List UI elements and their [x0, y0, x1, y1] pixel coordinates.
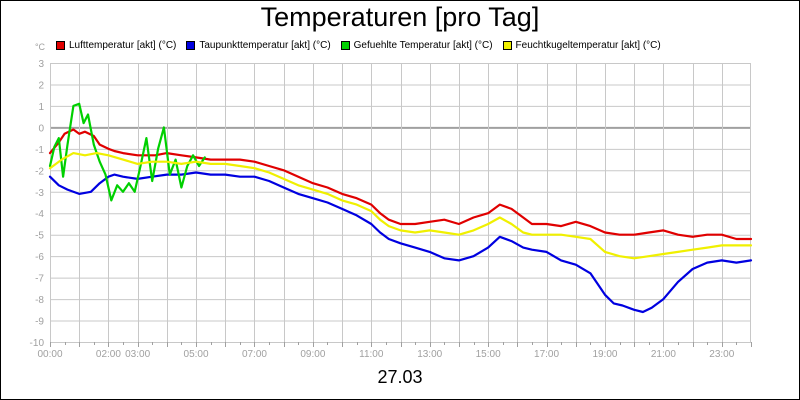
- x-tick-label: 17:00: [534, 349, 559, 360]
- x-tick-label: 03:00: [125, 349, 150, 360]
- y-tick-label: 3: [38, 59, 44, 70]
- x-tick-label: 23:00: [709, 349, 734, 360]
- x-tick-label: 00:00: [37, 349, 62, 360]
- y-tick-label: 2: [38, 80, 44, 91]
- date-label: 27.03: [377, 367, 423, 387]
- y-tick-label: -6: [35, 252, 44, 263]
- legend-item-feuchtkugeltemperatur: Feuchtkugeltemperatur [akt] (°C): [502, 38, 661, 52]
- legend-item-lufttemperatur: Lufttemperatur [akt] (°C): [56, 38, 176, 52]
- x-tick-label: 13:00: [417, 349, 442, 360]
- y-unit-label: °C: [35, 42, 46, 52]
- y-tick-label: -9: [35, 317, 44, 328]
- x-tick-label: 02:00: [96, 349, 121, 360]
- x-tick-label: 07:00: [242, 349, 267, 360]
- series-line-3: [48, 152, 753, 260]
- y-tick-label: -7: [35, 274, 44, 285]
- y-tick-label: -4: [35, 209, 44, 220]
- legend-item-gefuehlte-temperatur: Gefuehlte Temperatur [akt] (°C): [340, 38, 493, 52]
- legend-item-taupunkttemperatur: Taupunkttemperatur [akt] (°C): [186, 38, 331, 52]
- legend-label: Lufttemperatur [akt] (°C): [69, 39, 177, 51]
- series-line-2: [48, 102, 206, 202]
- series-line-0: [48, 128, 753, 241]
- grid: [50, 63, 751, 343]
- legend-swatch: [186, 40, 196, 50]
- y-tick-label: -1: [35, 145, 44, 156]
- legend-label: Gefuehlte Temperatur [akt] (°C): [353, 39, 493, 51]
- x-tick-label: 05:00: [184, 349, 209, 360]
- legend-swatch: [340, 40, 350, 50]
- x-tick-label: 19:00: [592, 349, 617, 360]
- legend-swatch: [502, 40, 512, 50]
- legend-label: Taupunkttemperatur [akt] (°C): [199, 39, 331, 51]
- series-lines: [48, 102, 753, 314]
- x-tick-label: 09:00: [300, 349, 325, 360]
- y-tick-label: 0: [38, 123, 44, 134]
- y-tick-label: 1: [38, 102, 44, 113]
- y-tick-label: -2: [35, 166, 44, 177]
- y-tick-label: -10: [30, 338, 45, 349]
- legend-swatch: [56, 40, 65, 50]
- plot-area: [50, 63, 751, 342]
- series-line-1: [48, 171, 753, 314]
- x-tick-label: 21:00: [651, 349, 676, 360]
- y-tick-label: -8: [35, 295, 44, 306]
- x-tick-label: 15:00: [476, 349, 501, 360]
- chart-legend: Lufttemperatur [akt] (°C) Taupunkttemper…: [56, 38, 671, 52]
- chart-title: Temperaturen [pro Tag]: [260, 2, 540, 32]
- x-tick-label: 11:00: [359, 349, 384, 360]
- plot-border: [50, 63, 751, 343]
- y-tick-label: -3: [35, 188, 44, 199]
- y-tick-label: -5: [35, 231, 44, 242]
- legend-label: Feuchtkugeltemperatur [akt] (°C): [515, 39, 661, 51]
